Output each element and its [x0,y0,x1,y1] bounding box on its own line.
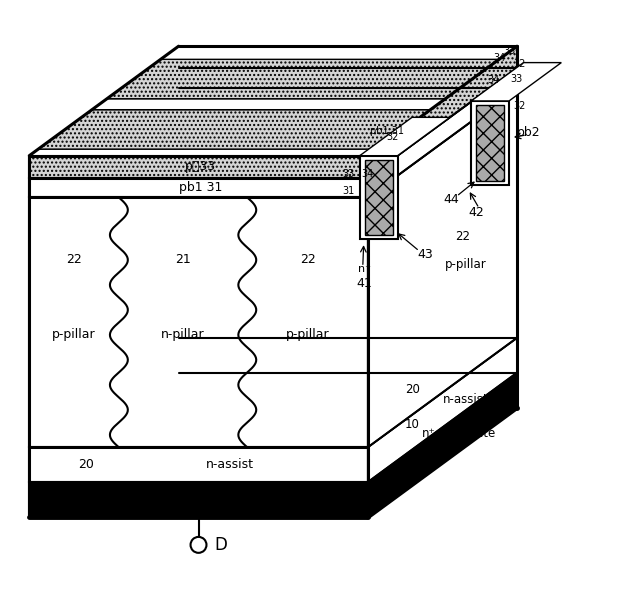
Polygon shape [368,68,517,197]
Text: 32: 32 [513,101,525,111]
Text: pb2: pb2 [517,126,541,139]
Polygon shape [472,63,561,101]
Polygon shape [29,88,517,197]
Text: n-pillar: n-pillar [161,329,205,341]
Text: D: D [214,536,227,554]
Text: 44: 44 [444,193,459,206]
Text: n⁺-substrate: n⁺-substrate [201,493,279,506]
Text: 20: 20 [405,383,420,396]
Polygon shape [107,59,499,99]
Polygon shape [368,88,517,447]
Text: n-assist: n-assist [442,393,488,406]
Polygon shape [360,118,450,156]
Text: pb1 31: pb1 31 [179,181,222,194]
Polygon shape [29,482,368,517]
Polygon shape [472,101,509,185]
Text: 20: 20 [78,458,94,472]
Text: n⁺-substrate: n⁺-substrate [422,428,496,440]
Text: 10: 10 [78,493,94,506]
Polygon shape [29,447,368,482]
Text: 34: 34 [362,169,374,178]
Text: 34: 34 [493,53,506,63]
Text: 32: 32 [513,59,525,69]
Text: p-pillar: p-pillar [444,258,486,271]
Polygon shape [476,105,504,180]
Polygon shape [29,373,517,482]
Text: 22: 22 [66,253,82,267]
Text: 43: 43 [418,248,433,260]
Text: 33: 33 [503,46,515,56]
Polygon shape [368,373,517,517]
Text: 33: 33 [510,74,522,84]
Polygon shape [29,68,517,177]
Text: 33: 33 [342,169,355,178]
Polygon shape [29,149,377,156]
Text: n⁺: n⁺ [358,264,371,274]
Text: 22: 22 [300,253,315,267]
Polygon shape [368,46,517,177]
Text: p⁳33: p⁳33 [185,160,216,173]
Text: 22: 22 [455,230,470,243]
Polygon shape [161,46,517,59]
Text: p-pillar: p-pillar [286,329,329,341]
Polygon shape [365,160,392,235]
Polygon shape [368,338,517,482]
Polygon shape [29,197,368,447]
Text: pb1 31: pb1 31 [370,126,404,136]
Text: 34: 34 [488,75,500,84]
Polygon shape [360,156,397,239]
Text: 31: 31 [342,186,355,195]
Polygon shape [29,338,517,447]
Text: 42: 42 [468,206,484,219]
Text: 21: 21 [176,253,191,267]
Text: 41: 41 [357,277,373,289]
Text: n-assist: n-assist [206,458,255,472]
Polygon shape [92,99,446,110]
Text: 32: 32 [386,131,399,142]
Polygon shape [29,177,368,197]
Polygon shape [29,156,368,177]
Text: 10: 10 [405,418,420,431]
Polygon shape [38,110,431,149]
Text: p-pillar: p-pillar [53,329,96,341]
